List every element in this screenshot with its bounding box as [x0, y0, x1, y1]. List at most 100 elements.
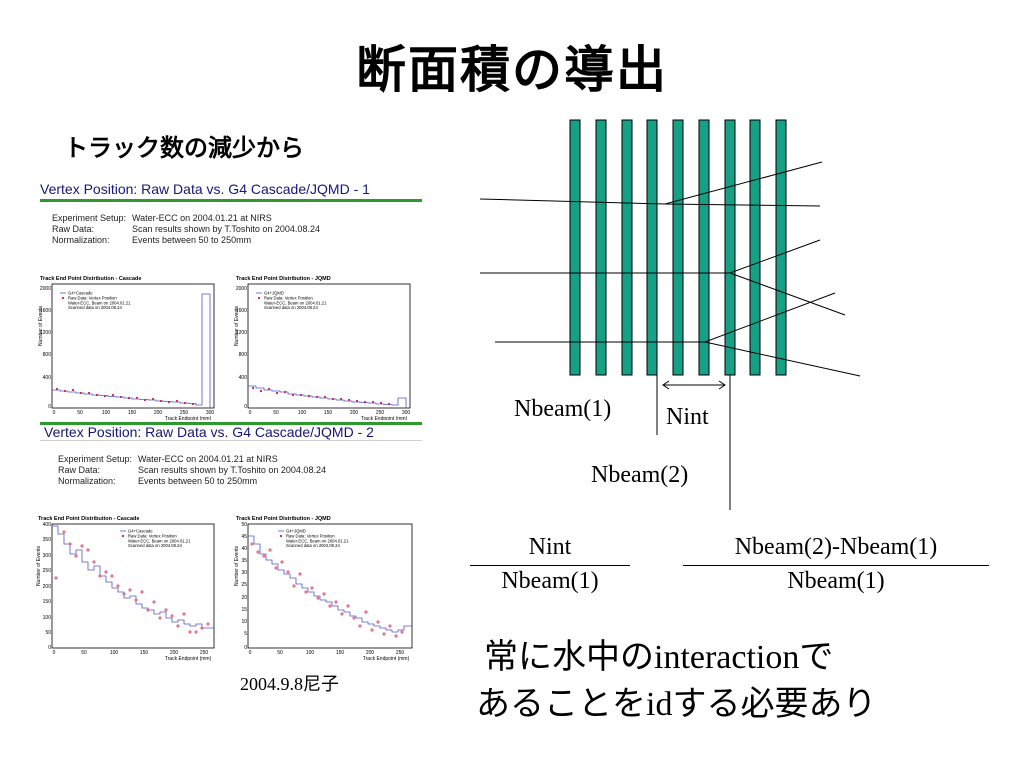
y-tick: 20	[241, 595, 247, 601]
meta-row: Experiment Setup: Water-ECC on 2004.01.21…	[58, 454, 278, 464]
plate	[775, 119, 787, 376]
label-nint: Nint	[666, 404, 709, 430]
label-nbeam2: Nbeam(2)	[591, 462, 689, 488]
meta-row: Experiment Setup: Water-ECC on 2004.01.21…	[52, 213, 272, 223]
y-tick: 300	[43, 553, 52, 559]
meta-row: Normalization: Events between 50 to 250mm	[58, 476, 258, 486]
legend: G4+Cascade Raw Data: Vertex Position Wat…	[60, 291, 131, 310]
y-tick: 250	[43, 568, 52, 574]
svg-text:G4+Cascade: G4+Cascade	[128, 529, 153, 534]
data-points	[250, 542, 404, 638]
x-tick: 150	[140, 650, 149, 656]
track-3b	[704, 341, 861, 377]
x-tick: 100	[298, 410, 307, 416]
y-tick: 50	[241, 522, 247, 528]
x-tick: 50	[77, 410, 83, 416]
plot-frame	[247, 283, 411, 409]
x-tick: 50	[273, 410, 279, 416]
plot-title: Track End Point Distribution - JQMD	[236, 516, 331, 522]
plate	[724, 119, 736, 376]
svg-text:Raw Data: Vertex Position: Raw Data: Vertex Position	[264, 296, 313, 301]
svg-text:Scanned data on 2004.08.24: Scanned data on 2004.08.24	[68, 305, 122, 310]
panel-meta: Experiment Setup: Water-ECC on 2004.01.21…	[52, 213, 320, 246]
y-tick: 1200	[40, 330, 51, 336]
x-tick: 150	[324, 410, 333, 416]
note-text: 常に水中のinteractionで あることをidする必要あり	[476, 634, 1004, 728]
legend: G4+JQMD Raw Data: Vertex Position Water-…	[256, 291, 327, 310]
svg-text:Water-ECC, Beam on 2004.01.21: Water-ECC, Beam on 2004.01.21	[128, 539, 191, 544]
plot-title: Track End Point Distribution - Cascade	[40, 276, 141, 282]
fraction-2-denominator: Nbeam(1)	[787, 568, 885, 594]
fraction-1-numerator: Nint	[528, 534, 572, 560]
y-tick: 200	[43, 584, 52, 590]
slide-title: 断面積の導出	[356, 41, 668, 99]
y-tick: 1600	[236, 308, 247, 314]
x-tick: 300	[402, 410, 411, 416]
result-panel-1: Vertex Position: Raw Data vs. G4 Cascade…	[34, 178, 422, 424]
plate	[646, 119, 658, 376]
sim-histogram	[248, 385, 407, 408]
panel-meta: Experiment Setup: Water-ECC on 2004.01.21…	[58, 454, 326, 487]
legend: G4+Cascade Raw Data: Vertex Position Wat…	[120, 529, 191, 548]
panel-heading: Vertex Position: Raw Data vs. G4 Cascade…	[40, 181, 370, 197]
plot-frame	[51, 283, 215, 409]
x-tick: 200	[350, 410, 359, 416]
y-tick: 2000	[236, 286, 247, 292]
x-tick: 0	[53, 650, 56, 656]
x-tick: 0	[249, 650, 252, 656]
panel-rule	[40, 440, 422, 441]
plot-title: Track End Point Distribution - JQMD	[236, 276, 331, 282]
x-ticks: 0 50 100 150 200 250 300	[53, 410, 215, 416]
svg-text:Raw Data: Vertex Position: Raw Data: Vertex Position	[286, 534, 335, 539]
x-tick: 100	[306, 650, 315, 656]
y-tick: 1600	[40, 308, 51, 314]
x-tick: 250	[396, 650, 405, 656]
plot-title: Track End Point Distribution - Cascade	[38, 516, 139, 522]
x-tick: 250	[376, 410, 385, 416]
fraction-bar	[470, 565, 630, 566]
y-tick: 400	[43, 522, 52, 528]
svg-text:Water-ECC, Beam on 2004.01.21: Water-ECC, Beam on 2004.01.21	[286, 539, 349, 544]
sim-histogram	[52, 525, 214, 629]
y-tick: 400	[43, 375, 52, 381]
x-axis-label: Track Endpoint (mm)	[165, 656, 212, 662]
y-tick: 0	[48, 404, 51, 410]
data-points	[54, 530, 210, 634]
y-tick: 40	[241, 546, 247, 552]
y-tick: 5	[244, 631, 247, 637]
track-1b	[664, 203, 821, 207]
plate	[621, 119, 633, 376]
x-ticks: 0 50 100 150 200 250	[53, 650, 209, 656]
y-tick: 35	[241, 558, 247, 564]
plate	[749, 119, 761, 376]
y-tick: 350	[43, 537, 52, 543]
y-tick: 100	[43, 615, 52, 621]
label-nbeam1: Nbeam(1)	[514, 396, 612, 422]
x-tick: 50	[277, 650, 283, 656]
y-ticks: 50 45 40 35 30 25 20 15 10 5 0	[241, 522, 247, 651]
note-line-1: 常に水中のinteractionで	[484, 637, 834, 677]
svg-text:G4+JQMD: G4+JQMD	[286, 529, 306, 534]
detector-plates	[569, 119, 787, 376]
svg-text:Water-ECC, Beam on 2004.01.21: Water-ECC, Beam on 2004.01.21	[264, 301, 327, 306]
meta-row: Normalization: Events between 50 to 250mm	[52, 235, 252, 245]
sim-histogram	[248, 535, 412, 633]
sim-histogram	[52, 293, 211, 408]
y-ticks: 2000 1600 1200 800 400 0	[236, 286, 247, 410]
detector-diagram	[480, 119, 861, 510]
x-tick: 100	[102, 410, 111, 416]
y-tick: 0	[244, 404, 247, 410]
x-tick: 0	[53, 410, 56, 416]
legend: G4+JQMD Raw Data: Vertex Position Water-…	[278, 529, 349, 548]
date-author: 2004.9.8尼子	[240, 674, 339, 694]
x-tick: 300	[206, 410, 215, 416]
x-tick: 250	[200, 650, 209, 656]
histogram-cascade-1: Track End Point Distribution - Cascade N…	[38, 274, 218, 422]
x-tick: 0	[249, 410, 252, 416]
track-2b	[729, 272, 846, 316]
y-axis-label: Number of Events	[234, 545, 240, 586]
y-tick: 800	[43, 352, 52, 358]
x-tick: 250	[180, 410, 189, 416]
slide-subtitle: トラック数の減少から	[64, 134, 304, 162]
y-axis-label: Number of Events	[36, 545, 42, 586]
